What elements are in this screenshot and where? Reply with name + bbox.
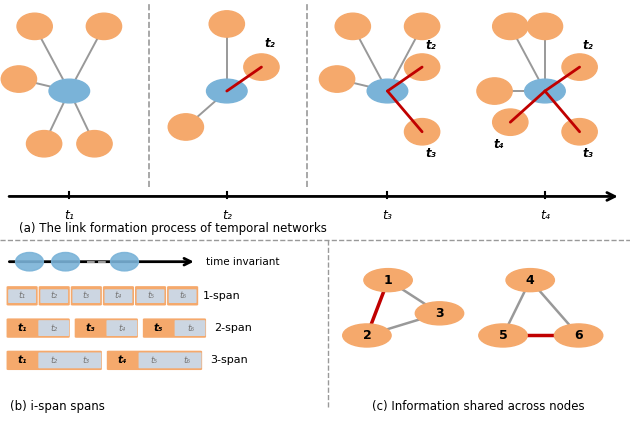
Text: 6: 6 xyxy=(575,329,583,342)
Text: t₃: t₃ xyxy=(86,323,95,333)
FancyBboxPatch shape xyxy=(38,286,70,306)
Text: t₂: t₂ xyxy=(50,356,58,365)
Ellipse shape xyxy=(479,324,527,347)
Text: (b) i-span spans: (b) i-span spans xyxy=(10,400,105,413)
Text: t₃: t₃ xyxy=(425,147,436,160)
FancyBboxPatch shape xyxy=(103,286,134,306)
FancyBboxPatch shape xyxy=(72,289,100,303)
Ellipse shape xyxy=(49,79,89,103)
Text: (c) Information shared across nodes: (c) Information shared across nodes xyxy=(372,400,585,413)
Text: t₁: t₁ xyxy=(64,209,74,222)
Text: t₂: t₂ xyxy=(222,209,232,222)
FancyBboxPatch shape xyxy=(167,286,198,306)
Text: 3: 3 xyxy=(435,307,444,320)
Text: t₄: t₄ xyxy=(540,209,550,222)
Text: t₂: t₂ xyxy=(50,324,58,332)
Text: t₆: t₆ xyxy=(187,324,194,332)
Text: t₄: t₄ xyxy=(115,291,122,300)
Ellipse shape xyxy=(477,78,512,104)
Ellipse shape xyxy=(111,252,139,271)
FancyBboxPatch shape xyxy=(137,289,164,303)
Text: t₅: t₅ xyxy=(154,323,163,333)
FancyBboxPatch shape xyxy=(71,286,102,306)
FancyBboxPatch shape xyxy=(40,289,68,303)
Ellipse shape xyxy=(367,79,408,103)
Text: 2-span: 2-span xyxy=(214,323,252,333)
Ellipse shape xyxy=(343,324,391,347)
Ellipse shape xyxy=(404,54,440,80)
Text: t₅: t₅ xyxy=(147,291,154,300)
Ellipse shape xyxy=(562,54,597,80)
Text: t₃: t₃ xyxy=(583,147,593,160)
Ellipse shape xyxy=(364,269,412,292)
Ellipse shape xyxy=(207,79,247,103)
Text: 2: 2 xyxy=(362,329,371,342)
Text: 1: 1 xyxy=(384,273,392,287)
Ellipse shape xyxy=(562,119,597,145)
Ellipse shape xyxy=(244,54,279,80)
Text: 3-span: 3-span xyxy=(210,355,248,365)
FancyBboxPatch shape xyxy=(143,318,206,338)
Ellipse shape xyxy=(319,66,355,92)
FancyBboxPatch shape xyxy=(175,320,205,336)
Ellipse shape xyxy=(404,13,440,39)
Text: (a) The link formation process of temporal networks: (a) The link formation process of tempor… xyxy=(19,222,327,235)
FancyBboxPatch shape xyxy=(38,352,101,368)
Ellipse shape xyxy=(168,114,203,140)
Text: t₄: t₄ xyxy=(118,355,127,365)
Text: t₁: t₁ xyxy=(18,291,26,300)
FancyBboxPatch shape xyxy=(105,289,132,303)
FancyBboxPatch shape xyxy=(75,318,138,338)
Text: t₄: t₄ xyxy=(493,138,504,151)
Ellipse shape xyxy=(77,131,112,157)
Ellipse shape xyxy=(26,131,62,157)
FancyBboxPatch shape xyxy=(6,286,38,306)
Text: time invariant: time invariant xyxy=(207,257,280,267)
Text: t₅: t₅ xyxy=(151,356,158,365)
FancyBboxPatch shape xyxy=(6,318,70,338)
Ellipse shape xyxy=(16,252,43,271)
Ellipse shape xyxy=(506,269,554,292)
Text: t₃: t₃ xyxy=(83,356,90,365)
Ellipse shape xyxy=(335,13,370,39)
FancyBboxPatch shape xyxy=(169,289,197,303)
FancyBboxPatch shape xyxy=(135,286,166,306)
FancyBboxPatch shape xyxy=(107,351,202,370)
FancyBboxPatch shape xyxy=(38,320,69,336)
FancyBboxPatch shape xyxy=(106,320,137,336)
Text: 4: 4 xyxy=(526,273,535,287)
Text: t₁: t₁ xyxy=(18,323,27,333)
Text: t₃: t₃ xyxy=(382,209,392,222)
Ellipse shape xyxy=(52,252,79,271)
Text: t₂: t₂ xyxy=(265,37,275,50)
FancyBboxPatch shape xyxy=(8,289,36,303)
Text: t₆: t₆ xyxy=(183,356,190,365)
Text: t₁: t₁ xyxy=(18,355,27,365)
Ellipse shape xyxy=(527,13,563,39)
Text: t₆: t₆ xyxy=(179,291,186,300)
Text: t₂: t₂ xyxy=(425,39,436,51)
Ellipse shape xyxy=(493,13,528,39)
Text: t₃: t₃ xyxy=(83,291,90,300)
Ellipse shape xyxy=(415,302,464,325)
Ellipse shape xyxy=(525,79,565,103)
Ellipse shape xyxy=(554,324,603,347)
Text: t₄: t₄ xyxy=(119,324,126,332)
Ellipse shape xyxy=(209,11,244,37)
Ellipse shape xyxy=(1,66,37,92)
Ellipse shape xyxy=(404,119,440,145)
Text: 5: 5 xyxy=(498,329,507,342)
Ellipse shape xyxy=(493,109,528,135)
Ellipse shape xyxy=(86,13,122,39)
FancyBboxPatch shape xyxy=(139,352,202,368)
Text: t₂: t₂ xyxy=(583,39,593,51)
FancyBboxPatch shape xyxy=(6,351,102,370)
Text: t₂: t₂ xyxy=(50,291,58,300)
Ellipse shape xyxy=(17,13,52,39)
Text: 1-span: 1-span xyxy=(202,291,240,301)
